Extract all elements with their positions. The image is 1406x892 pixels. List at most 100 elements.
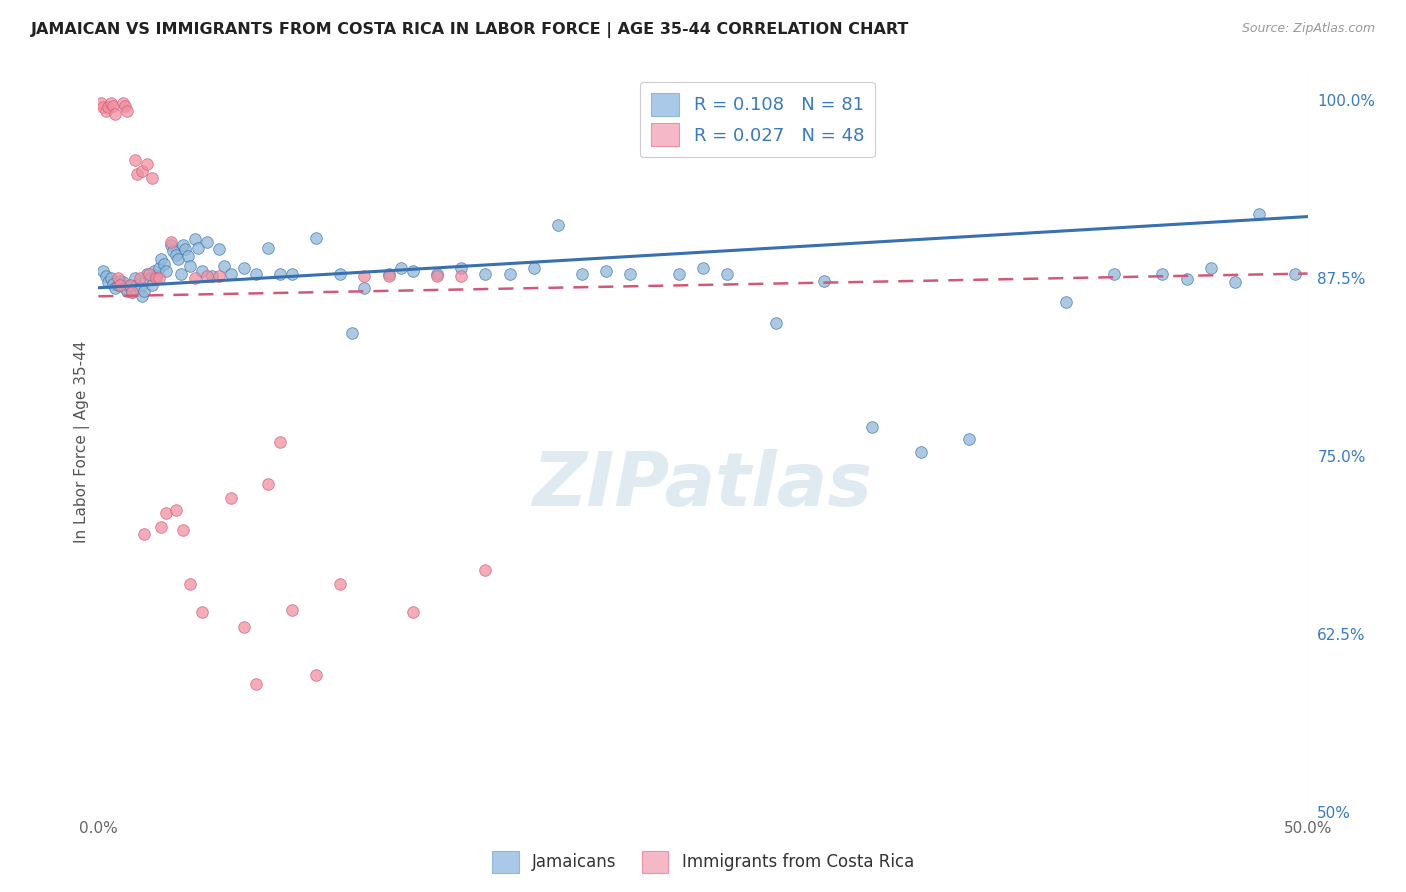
Point [256,477,278,491]
Point [100,270,122,285]
Point [245,267,267,281]
Point [127,277,149,292]
Point [127,167,149,181]
Point [114,281,136,295]
Point [523,260,546,275]
Point [281,267,304,281]
Point [121,285,143,299]
Point [90,95,112,110]
Point [765,317,787,331]
Point [402,263,425,277]
Point [145,270,167,285]
Point [104,107,127,121]
Point [97,275,120,289]
Point [111,95,134,110]
Point [619,267,641,281]
Point [208,243,231,257]
Point [245,676,267,690]
Point [148,260,170,275]
Point [450,269,472,284]
Point [910,444,932,458]
Point [498,267,520,281]
Point [1102,267,1125,281]
Point [117,284,139,298]
Point [150,520,173,534]
Point [150,252,173,267]
Point [91,100,114,114]
Point [167,252,190,267]
Point [184,232,207,246]
Point [1175,272,1198,286]
Point [172,523,194,537]
Point [177,249,200,264]
Point [138,272,160,286]
Point [426,269,449,284]
Point [135,157,157,171]
Point [138,267,160,281]
Point [101,98,124,112]
Point [668,267,690,281]
Point [141,171,163,186]
Point [389,260,412,275]
Point [450,260,472,275]
Point [160,235,183,250]
Point [195,235,218,250]
Point [547,218,569,232]
Point [184,270,207,285]
Point [305,231,328,245]
Point [426,267,449,281]
Point [145,269,167,284]
Point [179,260,201,274]
Point [813,274,835,288]
Point [1199,260,1222,275]
Point [474,267,496,281]
Point [860,420,883,434]
Point [595,263,617,277]
Point [269,267,291,281]
Point [1249,207,1271,221]
Point [121,285,143,299]
Point [174,243,197,257]
Point [91,263,114,277]
Point [232,260,254,275]
Point [402,606,425,620]
Point [107,270,129,285]
Point [172,238,194,252]
Text: ZIPatlas: ZIPatlas [533,450,873,523]
Point [131,164,153,178]
Point [256,241,278,255]
Point [221,491,243,506]
Point [152,256,174,270]
Point [281,602,304,616]
Point [124,153,146,167]
Point [474,563,496,577]
Point [269,434,291,449]
Point [201,269,224,284]
Point [221,267,243,281]
Point [160,238,183,252]
Point [179,577,201,591]
Legend: Jamaicans, Immigrants from Costa Rica: Jamaicans, Immigrants from Costa Rica [485,845,921,880]
Point [957,432,980,446]
Point [114,98,136,112]
Point [128,270,150,285]
Point [108,277,131,292]
Point [195,269,218,284]
Point [124,270,146,285]
Point [353,269,375,284]
Point [165,248,187,262]
Point [716,267,738,281]
Point [104,281,127,295]
Point [329,577,352,591]
Text: JAMAICAN VS IMMIGRANTS FROM COSTA RICA IN LABOR FORCE | AGE 35-44 CORRELATION CH: JAMAICAN VS IMMIGRANTS FROM COSTA RICA I… [31,22,910,38]
Point [135,267,157,281]
Point [117,104,139,119]
Point [94,104,117,119]
Point [187,241,209,255]
Point [155,263,177,277]
Point [118,277,141,292]
Point [155,506,177,520]
Point [232,619,254,633]
Point [108,274,131,288]
Point [118,279,141,293]
